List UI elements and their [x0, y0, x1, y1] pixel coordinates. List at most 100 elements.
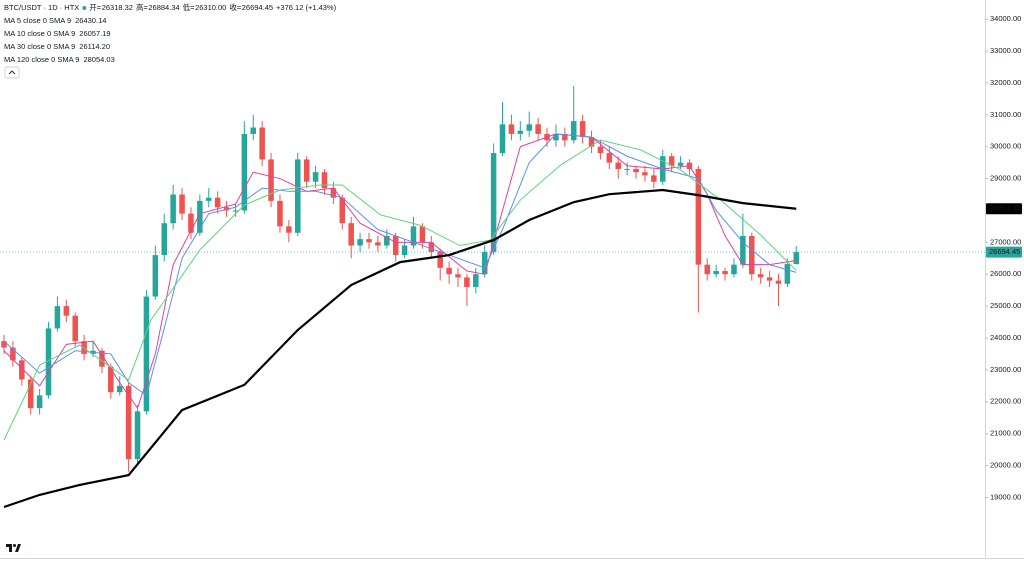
candle-body	[188, 213, 194, 233]
header-close-label: 收=	[229, 2, 241, 12]
candle-body	[72, 315, 78, 342]
candle-body	[668, 156, 675, 166]
y-tick-label: 25000.00	[990, 301, 1021, 310]
candle-body	[54, 306, 61, 329]
candle-body	[562, 133, 568, 141]
candle-body	[473, 274, 479, 287]
y-tick-label: 27000.00	[990, 237, 1021, 246]
price-tag-label: 28054.03	[989, 204, 1020, 213]
y-tick-label: 24000.00	[990, 333, 1021, 342]
candle-body	[81, 341, 87, 354]
candle-body	[588, 137, 595, 147]
candle-body	[223, 207, 230, 211]
candle-body	[615, 162, 621, 169]
candle-body	[214, 197, 221, 208]
header-open: 26318.32	[102, 3, 133, 12]
candle-body	[339, 197, 346, 224]
candle-body	[375, 242, 381, 246]
candle-body	[526, 124, 532, 131]
candle-body	[1, 341, 7, 348]
candle-body	[704, 264, 711, 275]
candle-body	[259, 127, 265, 160]
legend-name: MA 5 close 0 SMA 9	[4, 16, 71, 25]
candle-body	[63, 306, 70, 316]
candle-body	[205, 197, 212, 201]
candle-body	[303, 159, 310, 182]
y-tick-label: 31000.00	[990, 110, 1021, 119]
header-low: 26310.00	[195, 3, 226, 12]
candle-body	[757, 274, 764, 278]
candle-body	[695, 168, 702, 265]
price-tag	[986, 246, 1022, 258]
candle-body	[419, 226, 426, 243]
candle-body	[108, 366, 114, 393]
candle-body	[624, 168, 630, 170]
candle-body	[606, 153, 613, 163]
candle-body	[152, 255, 159, 297]
candle-body	[784, 264, 791, 284]
candle-body	[464, 277, 470, 287]
candle-body	[321, 172, 328, 189]
candle-body	[570, 121, 577, 141]
candle-body	[642, 172, 648, 176]
candle-body	[197, 200, 203, 233]
candle-body	[143, 296, 150, 412]
candle-body	[428, 242, 435, 252]
legend-value: 28054.03	[83, 55, 114, 64]
candle-body	[766, 277, 773, 281]
y-tick-label: 23000.00	[990, 365, 1021, 374]
y-tick-label: 34000.00	[990, 14, 1021, 23]
candle-body	[793, 252, 800, 265]
legend-value: 26114.20	[79, 42, 110, 51]
y-tick-label: 29000.00	[990, 174, 1021, 183]
y-tick-label: 19000.00	[990, 492, 1021, 501]
candle-body	[366, 239, 372, 243]
candle-body	[170, 194, 176, 224]
legend-value: 26430.14	[75, 16, 106, 25]
candle-body	[722, 271, 728, 275]
candle-body	[553, 133, 559, 141]
y-tick-label: 30000.00	[990, 142, 1021, 151]
candle-body	[517, 130, 524, 134]
candle-body	[357, 239, 363, 246]
ma-line	[3, 133, 797, 397]
candle-body	[134, 411, 141, 460]
y-tick-label: 33000.00	[990, 46, 1021, 55]
candle-body	[348, 223, 354, 246]
candle-body	[633, 168, 639, 173]
candle-body	[499, 124, 506, 154]
y-tick-label: 26000.00	[990, 269, 1021, 278]
candle-body	[241, 133, 248, 211]
header-open-label: 开=	[89, 3, 101, 12]
header: BTC/USDT · 1D · HTX 开= 26318.32 高= 26884.34 低…	[4, 2, 337, 12]
collapse-icon	[8, 70, 16, 75]
candle-body	[677, 162, 684, 166]
collapse-button[interactable]	[4, 66, 20, 79]
legend-value: 26057.19	[79, 29, 110, 38]
candle-body	[286, 226, 292, 233]
y-tick-label: 22000.00	[990, 397, 1021, 406]
candle-body	[508, 124, 515, 134]
candle-body	[116, 385, 123, 393]
price-tag	[986, 203, 1022, 215]
candle-body	[295, 159, 301, 233]
legend-name: MA 120 close 0 SMA 9	[4, 55, 79, 64]
candle-body	[713, 271, 719, 275]
header-close: 26694.45	[242, 3, 273, 12]
candle-body	[490, 153, 497, 252]
candle-body	[161, 223, 168, 256]
candle-body	[330, 188, 337, 198]
header-low-label: 低=	[183, 2, 195, 12]
candle-body	[27, 379, 34, 409]
candle-body	[775, 280, 782, 284]
logo-part	[13, 544, 16, 547]
candle-body	[179, 194, 185, 214]
candle-body	[232, 210, 239, 212]
candle-body	[250, 127, 257, 134]
candle-body	[579, 121, 586, 138]
candle-body	[740, 235, 746, 265]
ma-line	[3, 139, 797, 441]
candle-body	[455, 274, 461, 278]
